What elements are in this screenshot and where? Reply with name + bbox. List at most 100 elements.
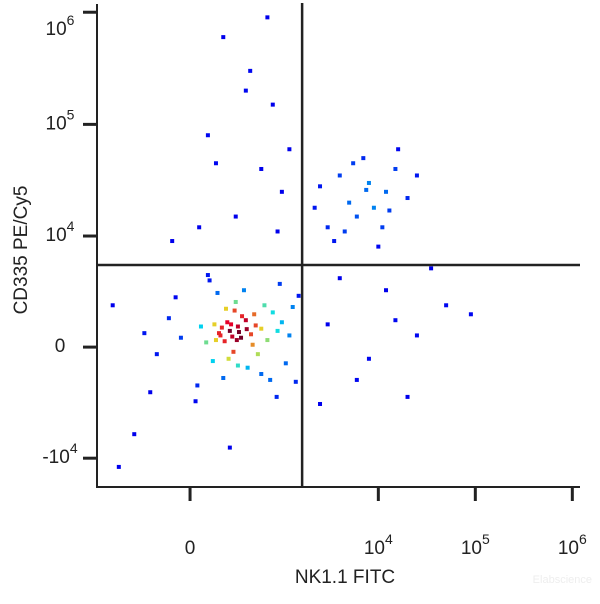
- point: [213, 161, 218, 166]
- point: [225, 320, 230, 325]
- y-axis-label: CD335 PE/Cy5: [11, 186, 32, 315]
- point: [210, 359, 215, 364]
- y-tick-label: 104: [46, 218, 75, 246]
- point: [259, 372, 264, 377]
- point: [245, 365, 250, 370]
- point: [468, 312, 473, 317]
- x-tick-label-base: 0: [185, 538, 196, 559]
- point: [252, 312, 257, 317]
- point: [393, 318, 398, 323]
- point: [193, 399, 198, 404]
- point: [414, 173, 419, 178]
- y-tick-label-base: 10: [46, 19, 67, 40]
- point: [213, 338, 218, 343]
- point: [132, 432, 137, 437]
- point: [405, 196, 410, 201]
- point: [255, 352, 260, 357]
- point: [166, 316, 171, 321]
- point: [221, 35, 226, 40]
- y-tick-label-base: 10: [46, 225, 67, 246]
- y-tick-label: 105: [46, 106, 75, 134]
- point: [262, 303, 267, 308]
- point: [148, 390, 153, 395]
- point: [387, 208, 392, 213]
- point: [405, 394, 410, 399]
- y-tick-label-exponent: 6: [67, 12, 75, 28]
- x-tick-label-base: 10: [558, 538, 579, 559]
- x-tick-label-exponent: 4: [385, 531, 393, 547]
- watermark: Elabscience: [533, 574, 592, 586]
- point: [287, 333, 292, 338]
- point: [243, 88, 248, 93]
- point: [215, 290, 220, 295]
- point: [429, 266, 434, 271]
- point: [227, 328, 232, 333]
- point: [275, 328, 280, 333]
- point: [364, 187, 369, 192]
- point: [234, 338, 239, 343]
- point: [110, 303, 115, 308]
- point: [235, 363, 240, 368]
- point: [274, 394, 279, 399]
- point: [218, 333, 223, 338]
- point: [204, 340, 209, 345]
- x-tick-label: 105: [461, 531, 490, 559]
- point: [380, 225, 385, 230]
- point: [384, 288, 389, 293]
- point: [318, 184, 323, 189]
- point: [279, 320, 284, 325]
- x-tick-label: 106: [558, 531, 587, 559]
- point: [351, 161, 356, 166]
- point: [275, 229, 280, 234]
- point: [244, 327, 249, 332]
- x-tick-label: 0: [185, 538, 196, 559]
- point: [265, 338, 270, 343]
- point: [283, 361, 288, 366]
- point: [354, 377, 359, 382]
- point: [393, 166, 398, 171]
- point: [337, 173, 342, 178]
- point: [232, 308, 237, 313]
- point: [279, 189, 284, 194]
- x-axis-label: NK1.1 FITC: [295, 567, 395, 588]
- point: [318, 401, 323, 406]
- point: [312, 205, 317, 210]
- point: [293, 379, 298, 384]
- point: [259, 326, 264, 331]
- point: [354, 214, 359, 219]
- point: [396, 147, 401, 152]
- point: [414, 333, 419, 338]
- y-tick-label-base: 10: [46, 113, 67, 134]
- point: [231, 349, 236, 354]
- point: [227, 445, 232, 450]
- point: [366, 180, 371, 185]
- point: [384, 189, 389, 194]
- point: [198, 324, 203, 329]
- point: [332, 239, 337, 244]
- x-tick-label: 104: [364, 531, 393, 559]
- point: [116, 464, 121, 469]
- point: [240, 314, 245, 319]
- y-tick-label: 0: [55, 336, 66, 357]
- point: [173, 295, 178, 300]
- point: [207, 278, 212, 283]
- point: [178, 335, 183, 340]
- point: [219, 325, 224, 330]
- point: [287, 147, 292, 152]
- point: [347, 200, 352, 205]
- point: [249, 332, 254, 337]
- y-tick-label-base: -10: [42, 447, 69, 468]
- point: [253, 323, 258, 328]
- point: [221, 375, 226, 380]
- point: [243, 318, 248, 323]
- point: [230, 334, 235, 339]
- x-tick-label-base: 10: [461, 538, 482, 559]
- point: [296, 293, 301, 298]
- point: [366, 356, 371, 361]
- point: [325, 322, 330, 327]
- point: [270, 310, 275, 315]
- x-tick-label-exponent: 5: [482, 531, 490, 547]
- point: [250, 342, 255, 347]
- point: [226, 356, 231, 361]
